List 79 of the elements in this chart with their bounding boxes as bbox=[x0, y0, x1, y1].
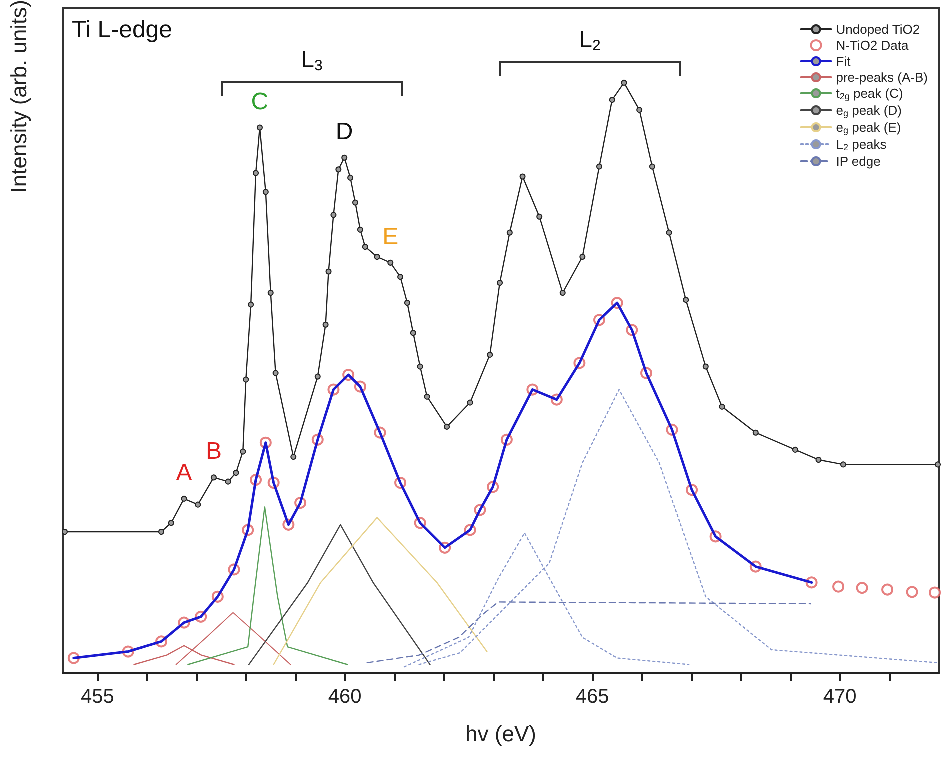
point bbox=[268, 290, 274, 296]
point bbox=[840, 462, 846, 468]
point bbox=[935, 462, 941, 468]
point bbox=[336, 166, 342, 173]
point bbox=[362, 244, 368, 250]
legend-label: Undoped TiO2 bbox=[836, 22, 920, 37]
legend-label: Fit bbox=[836, 54, 852, 69]
point bbox=[374, 254, 380, 260]
point bbox=[906, 586, 918, 598]
annotation: E bbox=[382, 223, 399, 250]
legend-label: N-TiO2 Data bbox=[836, 38, 910, 53]
x-tick-label: 460 bbox=[328, 686, 362, 708]
point bbox=[357, 226, 364, 233]
point bbox=[506, 230, 513, 236]
annotation: D bbox=[336, 118, 354, 146]
point bbox=[752, 430, 759, 436]
point bbox=[417, 364, 424, 370]
point bbox=[210, 474, 217, 481]
point bbox=[168, 520, 174, 526]
point bbox=[62, 528, 68, 535]
point bbox=[856, 582, 868, 594]
point bbox=[580, 254, 586, 260]
point bbox=[882, 584, 894, 596]
x-axis-title: hv (eV) bbox=[466, 722, 536, 746]
point bbox=[342, 154, 348, 161]
point bbox=[666, 230, 672, 236]
point bbox=[444, 424, 450, 430]
point bbox=[290, 454, 297, 460]
point bbox=[410, 330, 416, 336]
x-tick-label: 455 bbox=[80, 686, 114, 708]
point bbox=[240, 448, 246, 455]
legend-label: pre-peaks (A-B) bbox=[836, 70, 928, 85]
point bbox=[233, 470, 240, 476]
point bbox=[596, 164, 602, 170]
point bbox=[352, 200, 358, 206]
point bbox=[195, 502, 202, 508]
point bbox=[719, 404, 726, 410]
point bbox=[560, 290, 566, 296]
point bbox=[243, 376, 250, 383]
point bbox=[326, 268, 332, 275]
point bbox=[404, 300, 410, 306]
point bbox=[792, 446, 798, 453]
y-axis-title: Intensity (arb. units) bbox=[6, 0, 32, 194]
text: Ti L-edge bbox=[72, 16, 172, 44]
legend-label: IP edge bbox=[836, 154, 881, 169]
annotation: B bbox=[206, 438, 222, 466]
point bbox=[262, 189, 269, 196]
point bbox=[520, 174, 526, 180]
point bbox=[487, 352, 494, 358]
x-tick-label: 470 bbox=[823, 686, 857, 708]
x-tick-label: 465 bbox=[576, 686, 610, 708]
point bbox=[158, 528, 164, 535]
point bbox=[322, 322, 329, 328]
point bbox=[649, 164, 656, 170]
point bbox=[816, 456, 822, 463]
point bbox=[683, 297, 690, 304]
point bbox=[330, 212, 337, 218]
point bbox=[609, 97, 616, 104]
point bbox=[636, 107, 643, 114]
point bbox=[424, 394, 430, 400]
point bbox=[248, 302, 254, 308]
point bbox=[467, 400, 474, 406]
point bbox=[253, 170, 260, 176]
point bbox=[398, 274, 404, 280]
point bbox=[225, 478, 232, 485]
annotation: C bbox=[251, 88, 269, 116]
point bbox=[929, 586, 941, 599]
annotation: A bbox=[176, 459, 192, 486]
point bbox=[702, 364, 709, 370]
point bbox=[314, 374, 321, 380]
point bbox=[348, 174, 354, 181]
point bbox=[256, 124, 263, 131]
point bbox=[181, 496, 188, 502]
point bbox=[536, 214, 543, 220]
point bbox=[272, 370, 279, 376]
point bbox=[621, 80, 628, 86]
point bbox=[388, 260, 394, 266]
point bbox=[497, 280, 504, 286]
point bbox=[832, 580, 845, 593]
